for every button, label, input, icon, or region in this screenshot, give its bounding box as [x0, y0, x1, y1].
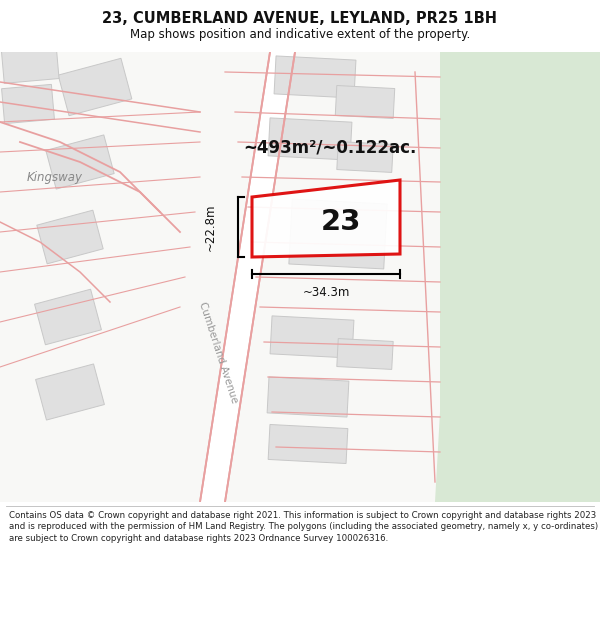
- Bar: [274, 56, 356, 98]
- Polygon shape: [252, 180, 400, 257]
- Bar: [337, 142, 393, 172]
- Bar: [268, 118, 352, 160]
- Polygon shape: [200, 52, 295, 502]
- Text: Kingsway: Kingsway: [27, 171, 83, 184]
- Polygon shape: [0, 52, 440, 502]
- Bar: [35, 364, 104, 420]
- Text: ~34.3m: ~34.3m: [302, 286, 350, 299]
- Bar: [2, 84, 55, 124]
- Bar: [37, 210, 103, 264]
- Bar: [35, 289, 101, 345]
- Text: Cumberland Avenue: Cumberland Avenue: [197, 300, 239, 404]
- Text: ~493m²/~0.122ac.: ~493m²/~0.122ac.: [244, 138, 416, 156]
- Bar: [335, 86, 395, 119]
- Text: Contains OS data © Crown copyright and database right 2021. This information is : Contains OS data © Crown copyright and d…: [9, 511, 598, 543]
- Text: 23, CUMBERLAND AVENUE, LEYLAND, PR25 1BH: 23, CUMBERLAND AVENUE, LEYLAND, PR25 1BH: [103, 11, 497, 26]
- Bar: [289, 199, 387, 269]
- Polygon shape: [440, 52, 600, 502]
- Bar: [267, 377, 349, 417]
- Text: 23: 23: [321, 208, 361, 236]
- Bar: [337, 339, 393, 369]
- Text: Map shows position and indicative extent of the property.: Map shows position and indicative extent…: [130, 28, 470, 41]
- Bar: [270, 316, 354, 358]
- Bar: [1, 41, 59, 83]
- Bar: [58, 58, 132, 116]
- Bar: [46, 135, 114, 189]
- Polygon shape: [435, 52, 600, 502]
- Text: ~22.8m: ~22.8m: [203, 203, 217, 251]
- Bar: [268, 424, 348, 464]
